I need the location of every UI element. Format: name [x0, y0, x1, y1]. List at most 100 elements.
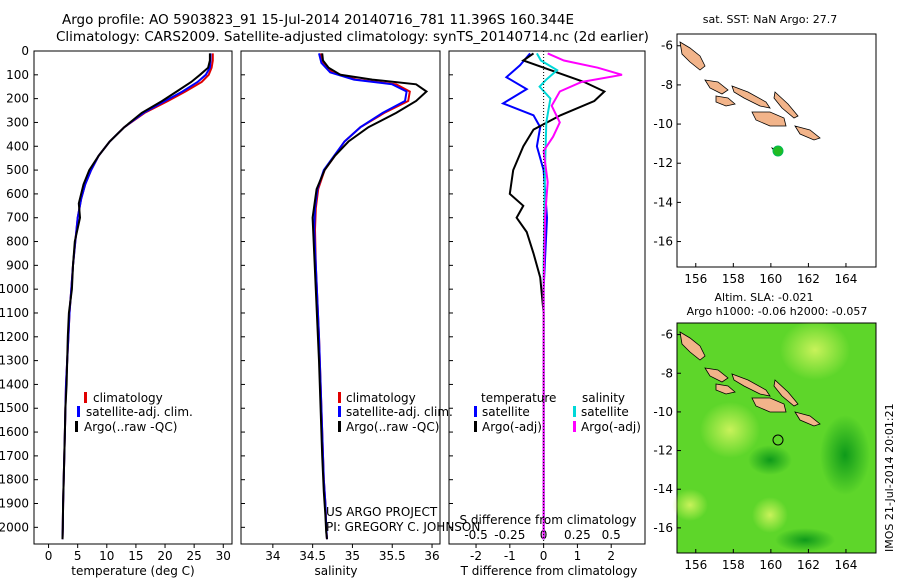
series-line-climatology: [61, 53, 214, 540]
sla-high-patch: [700, 402, 760, 458]
temperature-plot-frame: [33, 50, 233, 545]
map-x-tick-label: 160: [759, 558, 782, 572]
x-tick-label: 35.5: [379, 549, 406, 563]
x-tick-label: 10: [99, 549, 114, 563]
series-line-satellite-adj-clim: [313, 53, 408, 540]
island-guadalcanal: [751, 397, 787, 413]
legend-title-salinity: salinity: [582, 391, 625, 405]
legend-swatch-argo-temperature: [474, 421, 477, 432]
sla-high-patch: [752, 497, 788, 533]
x-tick-label: 0: [540, 549, 548, 563]
legend-label-satellite: satellite-adj. clim.: [86, 405, 193, 419]
imos-timestamp: IMOS 21-Jul-2014 20:01:21: [883, 403, 896, 552]
salinity-x-axis: 34 34.5 35 35.5 36: [265, 544, 440, 563]
map-x-tick-label: 164: [835, 272, 858, 286]
argo-float-marker: [772, 434, 784, 446]
temperature-lines: [61, 53, 214, 540]
depth-tick-label: 800: [6, 235, 29, 249]
depth-tick-label: 1000: [0, 282, 29, 296]
sla-map-land: [679, 331, 821, 427]
map-y-tick-label: -6: [661, 39, 673, 53]
sla-low-patch: [748, 445, 792, 475]
x-tick-label: 36: [424, 549, 439, 563]
island-malaita: [773, 91, 799, 119]
legend-swatch-satellite-salinity: [573, 406, 576, 417]
x2-tick-label: 0.25: [564, 528, 591, 542]
depth-tick-label: 1400: [0, 377, 29, 391]
difference-legend: temperature satellite Argo(-adj) salinit…: [474, 391, 641, 434]
depth-tick-label: 600: [6, 187, 29, 201]
island-santa-isabel: [731, 373, 771, 397]
x-tick-label: 34.5: [299, 549, 326, 563]
x-tick-label: 30: [216, 549, 231, 563]
legend-label-argo: Argo(..raw -QC): [346, 420, 439, 434]
legend-label-climatology: climatology: [93, 391, 163, 405]
legend-label-satellite: satellite-adj. clim.: [346, 405, 453, 419]
sst-map-axes: 156 158 160 162 164 -6 -8 -10 -12 -14 -16: [653, 39, 857, 286]
legend-label-climatology: climatology: [346, 391, 416, 405]
salinity-x-label: salinity: [314, 564, 357, 578]
map-y-tick-label: -10: [653, 405, 673, 419]
map-x-tick-label: 158: [722, 558, 745, 572]
series-line-argo-raw-qc: [61, 53, 211, 540]
sla-high-patch: [672, 489, 708, 521]
x-tick-label: 34: [265, 549, 280, 563]
temperature-panel: 0100200300400500600700800900100011001200…: [0, 44, 453, 578]
depth-tick-label: 400: [6, 139, 29, 153]
map-y-tick-label: -12: [653, 156, 673, 170]
temperature-x-label: temperature (deg C): [71, 564, 194, 578]
x-tick-label: 20: [157, 549, 172, 563]
island-makira: [794, 411, 821, 427]
legend-swatch-climatology: [338, 392, 341, 403]
map-x-tick-label: 160: [759, 272, 782, 286]
island-choiseul: [704, 79, 729, 95]
depth-tick-label: 1300: [0, 354, 29, 368]
island-malaita: [773, 379, 799, 407]
depth-tick-label: 1600: [0, 425, 29, 439]
depth-axis: 0 100 200 300 400 500 600 700 800 900 1000 1100 1200…: [0, 44, 453, 534]
x-tick-label: -1: [504, 549, 516, 563]
map-y-tick-label: -10: [653, 117, 673, 131]
map-y-tick-label: -14: [653, 195, 673, 209]
island-bougainville: [679, 331, 706, 361]
map-y-tick-label: -6: [661, 328, 673, 342]
sst-map-land: [679, 41, 821, 153]
map-x-tick-label: 156: [684, 558, 707, 572]
legend-label-argo: Argo(..raw -QC): [84, 420, 177, 434]
depth-tick-label: 1100: [0, 306, 29, 320]
x-tick-label: 1: [574, 549, 582, 563]
map-y-tick-label: -14: [653, 482, 673, 496]
s-difference-label: S difference from climatology: [460, 513, 637, 527]
map-x-tick-label: 162: [797, 272, 820, 286]
sla-high-patch: [780, 320, 850, 380]
depth-tick-label: 1200: [0, 330, 29, 344]
salinity-panel: 34 34.5 35 35.5 36 salinity climatology sate…: [240, 50, 480, 578]
legend-label-argo-salinity: Argo(-adj): [581, 420, 641, 434]
depth-tick-label: 700: [6, 211, 29, 225]
x-tick-label: 2: [607, 549, 615, 563]
salinity-plot-frame: [240, 50, 441, 545]
island-new-georgia: [715, 95, 736, 107]
chart-title-line-1: Argo profile: AO 5903823_91 15-Jul-2014 …: [62, 12, 574, 28]
legend-swatch-satellite-temperature: [474, 406, 477, 417]
chart-title-line-2: Climatology: CARS2009. Satellite-adjuste…: [56, 29, 649, 45]
project-note: US ARGO PROJECT: [326, 505, 438, 519]
difference-plot-frame: [448, 50, 646, 545]
sst-map-title: sat. SST: NaN Argo: 27.7: [703, 13, 837, 26]
salinity-lines: [311, 53, 429, 540]
x-tick-label: -2: [470, 549, 482, 563]
sla-field: [672, 320, 870, 552]
legend-label-satellite-temperature: satellite: [482, 405, 530, 419]
x2-tick-label: 0.5: [602, 528, 621, 542]
depth-tick-label: 100: [6, 68, 29, 82]
map-y-tick-label: -12: [653, 444, 673, 458]
legend-swatch-satellite: [77, 406, 80, 417]
island-bougainville: [679, 41, 706, 71]
pi-note: PI: GREGORY C. JOHNSON: [326, 520, 480, 534]
x2-tick-label: -0.25: [494, 528, 525, 542]
map-x-tick-label: 156: [684, 272, 707, 286]
depth-tick-label: 1700: [0, 449, 29, 463]
depth-tick-label: 1800: [0, 473, 29, 487]
